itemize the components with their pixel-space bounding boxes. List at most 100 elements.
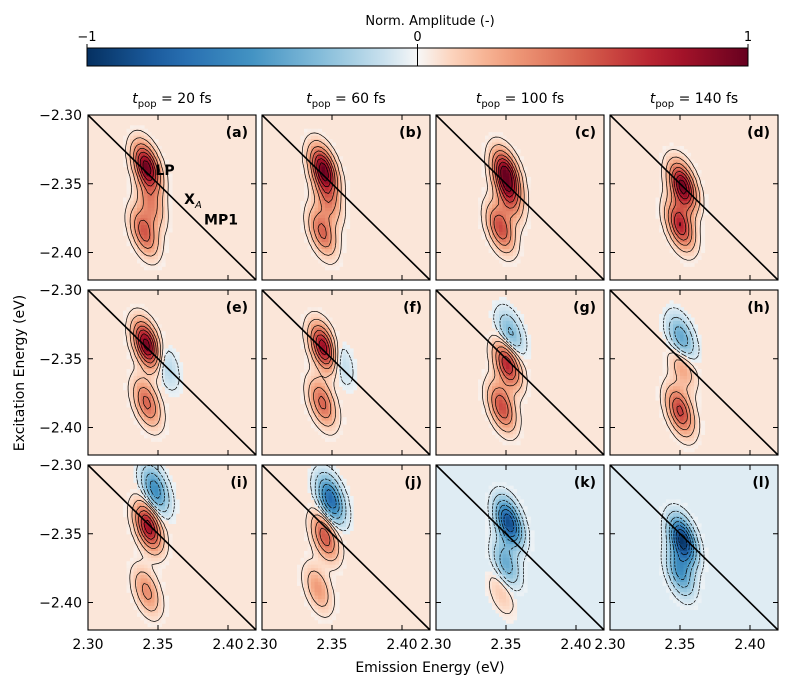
heatmap-cell [314,145,319,150]
heatmap-cell [151,365,156,370]
heatmap-cell [304,533,309,538]
heatmap-cell [325,166,330,171]
heatmap-cell [349,499,354,504]
heatmap-cell [697,170,702,175]
heatmap-cell [172,382,177,387]
heatmap-cell [318,379,323,384]
heatmap-cell [311,516,316,521]
heatmap-cell [158,324,163,329]
heatmap-cell [690,351,695,356]
heatmap-cell [137,159,142,164]
heatmap-cell [676,152,681,157]
heatmap-cell [339,485,344,490]
heatmap-cell [151,369,156,374]
heatmap-cell [502,252,507,257]
heatmap-cell [144,526,149,531]
heatmap-cell [680,389,685,394]
heatmap-cell [332,509,337,514]
heatmap-cell [161,410,166,415]
heatmap-cell [687,393,692,398]
heatmap-cell [325,249,330,254]
heatmap-cell [318,492,323,497]
heatmap-cell [659,204,664,209]
heatmap-cell [130,369,135,374]
heatmap-cell [701,194,706,199]
heatmap-cell [161,506,166,511]
heatmap-cell [492,156,497,161]
heatmap-cell [335,495,340,500]
heatmap-cell [304,324,309,329]
heatmap-cell [154,482,159,487]
heatmap-cell [154,400,159,405]
heatmap-cell [485,156,490,161]
heatmap-cell [151,379,156,384]
heatmap-cell [314,471,319,476]
diagonal-line [261,114,431,281]
heatmap-cell [328,585,333,590]
heatmap-cell [339,204,344,209]
heatmap-cell [481,375,486,380]
x-tick-label: 2.35 [316,637,347,653]
heatmap-cell [339,550,344,555]
heatmap-cell [673,245,678,250]
heatmap-cell [495,145,500,150]
heatmap-cell [516,242,521,247]
heatmap-cell [144,128,149,133]
heatmap-cell [509,255,514,260]
heatmap-cell [147,132,152,137]
heatmap-cell [314,159,319,164]
heatmap-cell [666,400,671,405]
panel-label: (i) [230,475,248,491]
heatmap-cell [311,231,316,236]
heatmap-cell [133,355,138,360]
contour-line [668,391,692,431]
heatmap-cell [130,194,135,199]
heatmap-cell [311,599,316,604]
heatmap-cell [297,575,302,580]
heatmap-cell [154,259,159,264]
heatmap-cell [126,331,131,336]
heatmap-cell [168,355,173,360]
heatmap-cell [499,406,504,411]
heatmap-cell [321,578,326,583]
heatmap-cell [321,375,326,380]
heatmap-cell [520,413,525,418]
heatmap-cell [506,379,511,384]
heatmap-cell [502,314,507,319]
heatmap-cell [328,588,333,593]
heatmap-cell [690,166,695,171]
heatmap-cell [509,434,514,439]
heatmap-cell [321,238,326,243]
heatmap-cell [488,211,493,216]
heatmap-cell [126,575,131,580]
heatmap-cell [662,221,667,226]
heatmap-cell [506,345,511,350]
heatmap-cell [304,235,309,240]
heatmap-cell [506,242,511,247]
heatmap-cell [339,372,344,377]
heatmap-cell [126,526,131,531]
heatmap-cell [137,372,142,377]
heatmap-cell [506,200,511,205]
heatmap-cell [144,393,149,398]
heatmap-cell [659,197,664,202]
heatmap-cell [311,142,316,147]
heatmap-cell [680,369,685,374]
heatmap-cell [659,413,664,418]
heatmap-cell [130,132,135,137]
heatmap-cell [492,252,497,257]
heatmap-cell [346,355,351,360]
heatmap-cell [147,152,152,157]
heatmap-cell [314,410,319,415]
heatmap-cell [485,382,490,387]
heatmap-cell [513,218,518,223]
heatmap-cell [495,513,500,518]
heatmap-cell [513,334,518,339]
heatmap-cell [325,259,330,264]
heatmap-cell [673,417,678,422]
heatmap-cell [168,225,173,230]
heatmap-cell [318,307,323,312]
heatmap-cell [140,245,145,250]
heatmap-cell [321,163,326,168]
